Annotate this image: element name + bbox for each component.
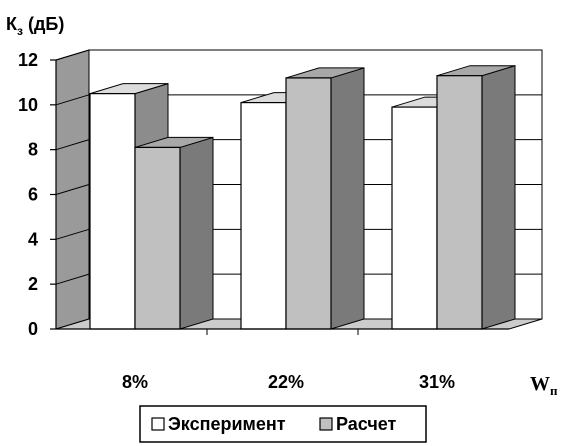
chart-bars bbox=[89, 65, 516, 330]
bar-front bbox=[285, 77, 332, 330]
legend-label-calculation: Расчет bbox=[336, 414, 397, 434]
x-axis-label: Wп bbox=[530, 373, 558, 398]
gridline bbox=[55, 94, 542, 106]
y-tick-label: 0 bbox=[28, 319, 38, 339]
y-tick-label: 10 bbox=[18, 95, 38, 115]
bar-side bbox=[179, 136, 214, 330]
x-tick-label: 31% bbox=[419, 372, 455, 392]
bar-front bbox=[240, 101, 287, 330]
bar-front bbox=[134, 146, 181, 330]
bar bbox=[134, 136, 214, 330]
bar-front bbox=[391, 106, 438, 330]
y-tick-label: 8 bbox=[28, 140, 38, 160]
bar bbox=[285, 67, 365, 330]
bar bbox=[436, 65, 516, 330]
gridline bbox=[55, 184, 542, 195]
legend-swatch-calculation bbox=[319, 417, 333, 431]
gridline bbox=[55, 273, 542, 285]
x-tick-label: 8% bbox=[122, 372, 148, 392]
legend-swatch-experiment bbox=[151, 417, 165, 431]
x-tick-label: 22% bbox=[268, 372, 304, 392]
y-tick-label: 4 bbox=[28, 229, 38, 249]
bar-side bbox=[330, 67, 365, 330]
bar-side bbox=[481, 65, 516, 330]
chart-axes: 8% 22% 31% 0 2 4 6 8 10 12 bbox=[18, 50, 509, 392]
legend: Эксперимент Расчет bbox=[139, 405, 427, 443]
bar-front bbox=[436, 75, 483, 330]
y-tick-label: 12 bbox=[18, 50, 38, 70]
gridline bbox=[55, 49, 542, 61]
bar-front bbox=[89, 93, 136, 330]
chart-gridlines bbox=[55, 49, 542, 285]
gridline bbox=[55, 228, 542, 240]
y-tick-label: 6 bbox=[28, 185, 38, 205]
legend-label-experiment: Эксперимент bbox=[168, 414, 286, 434]
y-axis-label: Кз (дБ) bbox=[6, 14, 64, 38]
legend-box bbox=[139, 405, 427, 443]
gridline bbox=[55, 139, 542, 151]
y-tick-label: 2 bbox=[28, 274, 38, 294]
